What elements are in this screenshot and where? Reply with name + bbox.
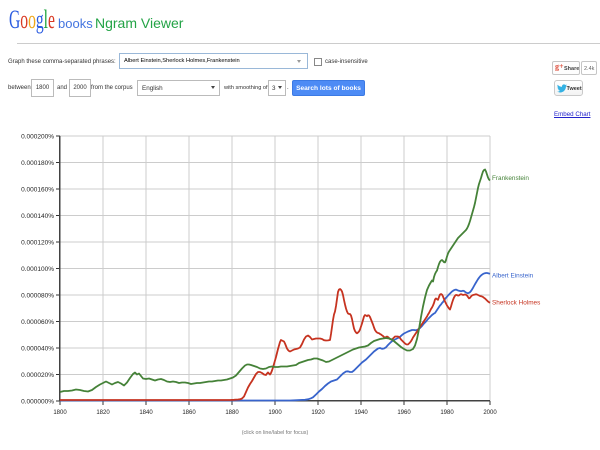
svg-text:Frankenstein: Frankenstein (492, 175, 529, 182)
svg-text:0.000120%: 0.000120% (21, 240, 54, 247)
svg-text:Sherlock Holmes: Sherlock Holmes (492, 300, 540, 307)
svg-text:0.000000%: 0.000000% (21, 399, 54, 406)
svg-text:0.000200%: 0.000200% (21, 134, 54, 141)
svg-text:1960: 1960 (397, 410, 411, 416)
svg-text:1820: 1820 (96, 410, 110, 416)
svg-text:1880: 1880 (225, 410, 239, 416)
svg-text:1840: 1840 (139, 410, 153, 416)
svg-text:0.000040%: 0.000040% (21, 346, 54, 353)
svg-text:0.000140%: 0.000140% (21, 213, 54, 220)
svg-text:0.000060%: 0.000060% (21, 319, 54, 326)
svg-text:Albert Einstein: Albert Einstein (492, 273, 534, 280)
svg-text:0.000020%: 0.000020% (21, 372, 54, 379)
svg-text:1860: 1860 (182, 410, 196, 416)
svg-text:1900: 1900 (268, 410, 282, 416)
svg-text:0.000080%: 0.000080% (21, 293, 54, 300)
svg-text:1980: 1980 (440, 410, 454, 416)
svg-text:(click on line/label for focus: (click on line/label for focus) (242, 430, 309, 436)
svg-text:1800: 1800 (53, 410, 67, 416)
svg-text:0.000160%: 0.000160% (21, 187, 54, 194)
svg-text:2000: 2000 (483, 410, 497, 416)
svg-text:1940: 1940 (354, 410, 368, 416)
svg-text:0.000100%: 0.000100% (21, 266, 54, 273)
svg-text:0.000180%: 0.000180% (21, 160, 54, 167)
svg-text:1920: 1920 (311, 410, 325, 416)
